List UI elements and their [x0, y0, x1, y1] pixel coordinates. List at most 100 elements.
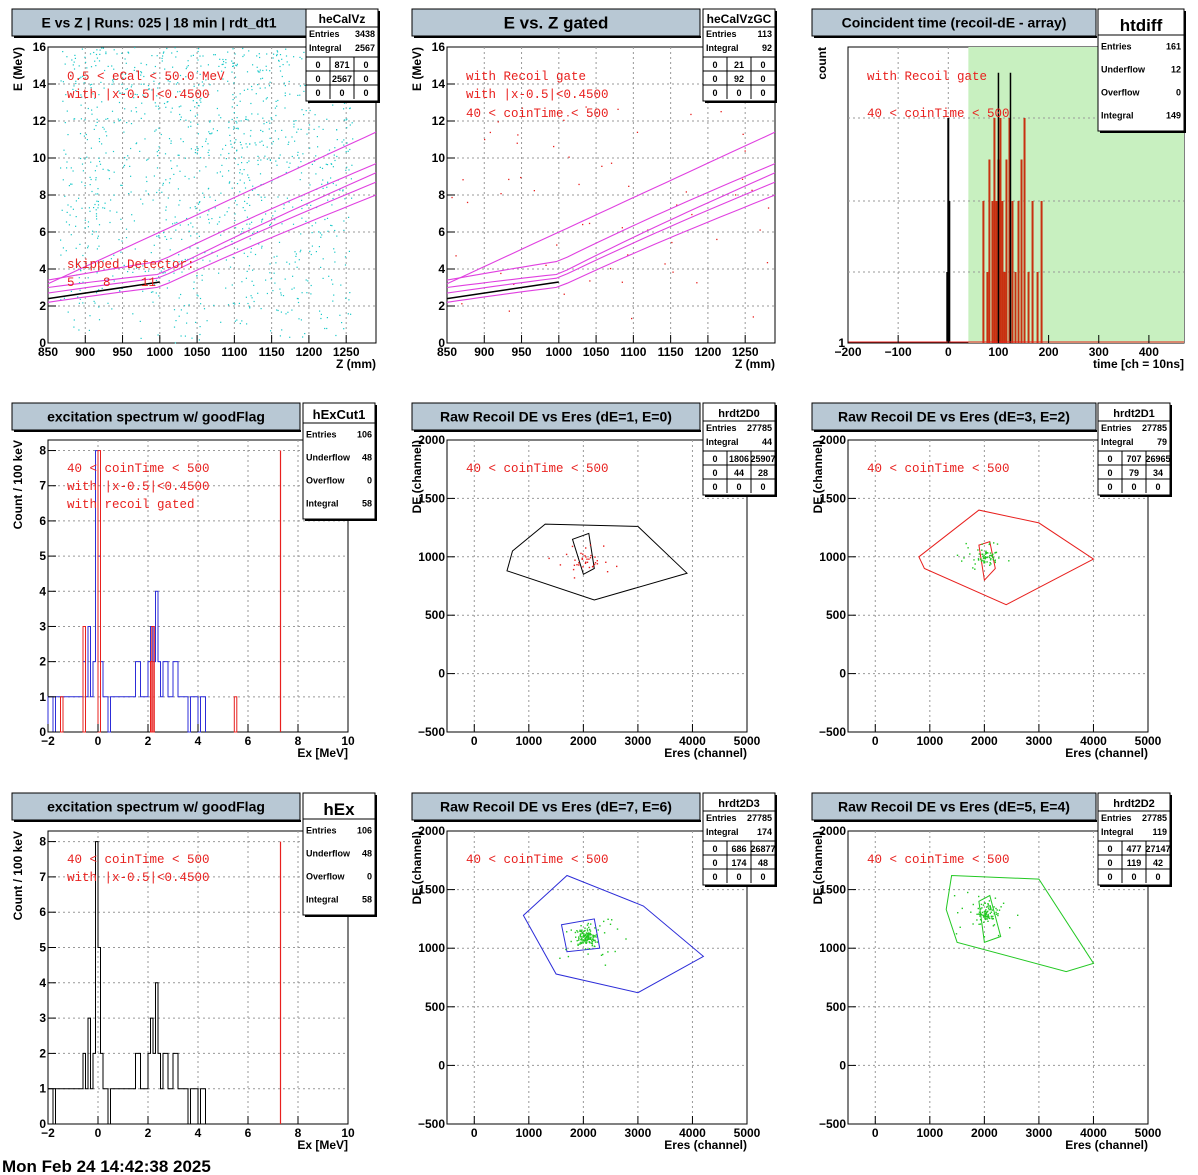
scatter-point	[118, 120, 120, 122]
scatter-point	[177, 82, 179, 84]
recoil-point	[580, 552, 582, 555]
scatter-point	[199, 326, 201, 328]
scatter-point	[186, 217, 188, 220]
scatter-point	[279, 54, 282, 56]
scatter-point	[221, 164, 223, 166]
scatter-point	[112, 275, 114, 277]
recoil-point	[600, 954, 603, 956]
recoil-point	[961, 907, 963, 910]
scatter-point	[86, 67, 88, 69]
scatter-point	[274, 210, 276, 212]
recoil-point	[571, 545, 574, 548]
scatter-point	[202, 192, 204, 194]
scatter-point	[158, 236, 160, 238]
recoil-point	[991, 918, 994, 920]
scatter-point	[60, 254, 62, 256]
scatter-point	[62, 81, 64, 83]
scatter-point	[324, 327, 326, 330]
stats-cell-8-0-1: 477	[1126, 844, 1141, 854]
scatter-point	[164, 236, 166, 238]
scatter-point	[184, 157, 186, 159]
stats-cell-5-1-0: 0	[1107, 468, 1112, 478]
scatter-point	[184, 258, 186, 261]
recoil-point	[982, 916, 985, 918]
recoil-point	[987, 920, 989, 922]
scatter-point	[246, 270, 248, 272]
xtick-label-6: 1150	[259, 345, 285, 359]
recoil-point	[589, 544, 592, 546]
scatter-point	[96, 49, 98, 51]
scatter-point	[225, 59, 227, 61]
scatter-point	[99, 160, 101, 163]
scatter-point	[89, 53, 92, 55]
scatter-point	[81, 48, 83, 50]
scatter-point	[685, 191, 687, 193]
scatter-point	[163, 51, 165, 53]
scatter-point	[130, 123, 133, 125]
scatter-point	[146, 159, 148, 161]
scatter-point	[280, 294, 282, 296]
scatter-point	[135, 107, 137, 109]
scatter-point	[349, 107, 351, 110]
recoil-point	[983, 555, 985, 557]
scatter-point	[105, 152, 107, 154]
panel-title-7: Raw Recoil DE vs Eres (dE=7, E=6)	[440, 799, 672, 815]
scatter-point	[154, 130, 156, 132]
scatter-point	[62, 51, 64, 53]
scatter-point	[183, 305, 186, 307]
recoil-point	[978, 911, 981, 913]
stats-name-0: heCalVz	[319, 12, 366, 26]
scatter-point	[197, 50, 199, 53]
scatter-point	[240, 120, 242, 122]
recoil-point	[988, 900, 991, 902]
scatter-point	[89, 315, 91, 317]
stats-cell-7-0-1: 686	[731, 844, 746, 854]
stats-key-8-1: Integral	[1101, 827, 1134, 837]
scatter-point	[178, 204, 180, 206]
annotation-0-0: 0.5 < eCal < 50.0 MeV	[67, 70, 225, 84]
scatter-point	[259, 141, 261, 143]
scatter-point	[90, 161, 92, 163]
scatter-point	[218, 221, 220, 223]
recoil-point	[584, 929, 586, 932]
scatter-point	[134, 66, 136, 69]
scatter-point	[78, 302, 80, 304]
recoil-point	[579, 930, 581, 932]
scatter-point	[98, 138, 100, 140]
recoil-point	[984, 910, 986, 913]
scatter-point	[79, 298, 81, 300]
scatter-point	[153, 284, 155, 286]
scatter-point	[78, 197, 80, 199]
scatter-point	[207, 151, 209, 154]
recoil-point	[580, 925, 582, 927]
stats-cell-1-1-1: 92	[734, 74, 744, 84]
kin-line-4	[446, 194, 776, 303]
recoil-point	[996, 543, 999, 545]
scatter-point	[216, 172, 218, 174]
scatter-point	[261, 221, 263, 223]
scatter-point	[194, 152, 196, 154]
scatter-point	[79, 269, 82, 271]
stats-cell-4-0-2: 25907	[750, 454, 775, 464]
stats-val-2-3: 149	[1166, 111, 1181, 121]
scatter-point	[309, 250, 311, 252]
scatter-point	[331, 225, 333, 227]
scatter-point	[113, 254, 115, 256]
xtick-label-2: 2	[145, 1126, 152, 1140]
scatter-point	[284, 107, 286, 109]
scatter-point	[186, 312, 188, 314]
scatter-point	[158, 83, 160, 85]
recoil-point	[993, 924, 996, 926]
ytick-label-0: −500	[418, 725, 445, 739]
recoil-point	[585, 547, 587, 549]
scatter-point	[118, 239, 120, 241]
scatter-point	[291, 155, 293, 158]
scatter-point	[200, 157, 202, 159]
recoil-point	[548, 557, 550, 560]
scatter-point	[260, 78, 262, 80]
recoil-point	[583, 930, 585, 932]
scatter-point	[96, 272, 98, 274]
scatter-point	[95, 193, 97, 195]
